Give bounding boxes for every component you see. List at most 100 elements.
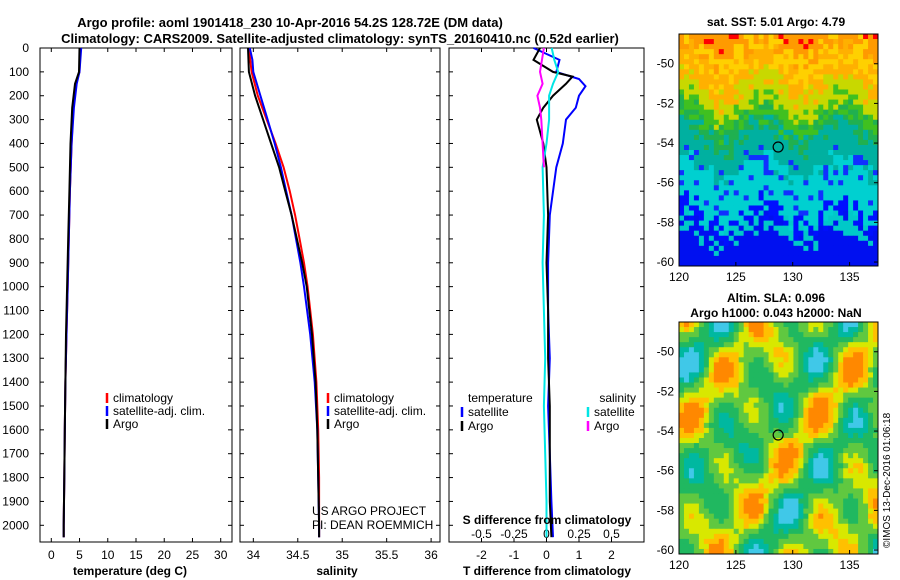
heatmap-cell xyxy=(778,402,784,409)
heatmap-cell xyxy=(718,205,725,211)
heatmap-cell xyxy=(788,114,794,121)
heatmap-cell xyxy=(828,332,834,338)
heatmap-cell xyxy=(828,493,834,499)
heatmap-cell xyxy=(698,160,705,166)
heatmap-cell xyxy=(698,230,705,237)
heatmap-cell xyxy=(723,453,730,459)
heatmap-cell xyxy=(698,119,705,126)
heatmap-cell xyxy=(693,538,700,545)
legend-label: satellite-adj. clim. xyxy=(113,404,205,418)
heatmap-cell xyxy=(683,357,690,363)
heatmap-cell xyxy=(803,362,809,368)
heatmap-cell xyxy=(838,230,844,237)
heatmap-cell xyxy=(813,427,819,434)
heatmap-cell xyxy=(718,543,725,550)
heatmap-cell xyxy=(803,382,809,388)
heatmap-cell xyxy=(838,412,844,419)
heatmap-cell xyxy=(843,74,849,80)
heatmap-cell xyxy=(838,255,844,262)
heatmap-cell xyxy=(748,94,755,100)
heatmap-cell xyxy=(738,114,745,121)
heatmap-cell xyxy=(858,397,864,404)
heatmap-cell xyxy=(743,503,750,510)
heatmap-cell xyxy=(708,478,715,484)
heatmap-cell xyxy=(843,210,849,216)
heatmap-cell xyxy=(708,362,715,368)
heatmap-cell xyxy=(868,215,874,222)
heatmap-cell xyxy=(708,99,715,106)
heatmap-cell xyxy=(748,44,755,50)
heatmap-cell xyxy=(723,427,730,434)
heatmap-cell xyxy=(813,155,819,161)
heatmap-cell xyxy=(873,74,879,80)
heatmap-cell xyxy=(793,109,799,116)
legend-header: temperature xyxy=(468,391,533,405)
heatmap-cell xyxy=(798,533,804,540)
heatmap-cell xyxy=(698,195,705,201)
heatmap-cell xyxy=(828,139,834,146)
heatmap-cell xyxy=(873,119,879,126)
heatmap-cell xyxy=(723,180,730,186)
heatmap-cell xyxy=(778,220,784,227)
heatmap-cell xyxy=(858,109,864,116)
heatmap-cell xyxy=(823,528,829,535)
heatmap-cell xyxy=(758,463,764,469)
heatmap-cell xyxy=(768,463,774,469)
heatmap-cell xyxy=(733,114,740,121)
heatmap-cell xyxy=(683,49,690,55)
heatmap-cell xyxy=(863,190,869,196)
heatmap-cell xyxy=(703,332,710,338)
heatmap-cell xyxy=(858,119,864,126)
heatmap-cell xyxy=(723,528,730,535)
heatmap-cell xyxy=(773,362,779,368)
heatmap-cell xyxy=(813,488,819,494)
heatmap-cell xyxy=(708,250,715,257)
heatmap-cell xyxy=(768,443,774,449)
heatmap-cell xyxy=(728,432,735,439)
heatmap-cell xyxy=(798,129,804,136)
heatmap-cell xyxy=(713,443,720,449)
heatmap-cell xyxy=(733,69,740,75)
heatmap-cell xyxy=(738,478,745,484)
depth-tick-label: 2000 xyxy=(2,518,29,532)
heatmap-cell xyxy=(808,235,814,242)
heatmap-cell xyxy=(813,240,819,247)
heatmap-cell xyxy=(768,114,774,121)
heatmap-cell xyxy=(703,468,710,474)
heatmap-cell xyxy=(743,377,750,383)
heatmap-cell xyxy=(748,160,755,166)
heatmap-cell xyxy=(728,498,735,504)
heatmap-cell xyxy=(828,119,834,126)
heatmap-cell xyxy=(863,367,869,373)
heatmap-cell xyxy=(823,69,829,75)
heatmap-cell xyxy=(868,342,874,348)
heatmap-cell xyxy=(823,180,829,186)
heatmap-cell xyxy=(843,352,849,358)
heatmap-cell xyxy=(723,144,730,151)
heatmap-cell xyxy=(718,397,725,404)
heatmap-cell xyxy=(733,210,740,216)
heatmap-cell xyxy=(868,235,874,242)
heatmap-cell xyxy=(738,357,745,363)
heatmap-cell xyxy=(808,392,814,399)
heatmap-cell xyxy=(833,74,839,80)
heatmap-cell xyxy=(748,49,755,55)
heatmap-cell xyxy=(813,220,819,227)
heatmap-cell xyxy=(763,533,769,540)
heatmap-cell xyxy=(853,99,859,106)
heatmap-cell xyxy=(818,508,824,515)
heatmap-cell xyxy=(848,417,854,424)
heatmap-cell xyxy=(798,64,804,70)
heatmap-cell xyxy=(688,412,695,419)
heatmap-cell xyxy=(768,230,774,237)
heatmap-cell xyxy=(688,74,695,80)
heatmap-cell xyxy=(679,342,685,348)
heatmap-cell xyxy=(763,44,769,50)
heatmap-cell xyxy=(693,478,700,484)
heatmap-cell xyxy=(853,538,859,545)
heatmap-cell xyxy=(723,412,730,419)
heatmap-cell xyxy=(753,463,760,469)
heatmap-cell xyxy=(873,493,879,499)
heatmap-cell xyxy=(743,74,750,80)
heatmap-cell xyxy=(753,124,760,131)
